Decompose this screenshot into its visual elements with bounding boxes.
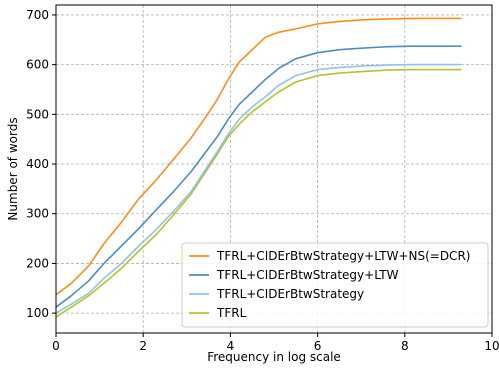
series-line	[55, 63, 462, 314]
y-axis-label: Number of words	[6, 117, 20, 220]
y-tick-label: 300	[26, 207, 49, 221]
series-line	[55, 68, 462, 318]
series-line	[55, 17, 462, 296]
y-tick-label: 500	[26, 107, 49, 121]
y-tick-label: 400	[26, 157, 49, 171]
plot-frame	[55, 4, 493, 334]
legend-label: TFRL+CIDErBtwStrategy+LTW	[216, 268, 399, 282]
x-tick-label: 8	[401, 339, 409, 353]
x-tick-label: 10	[484, 339, 499, 353]
y-tick-label: 700	[26, 8, 49, 22]
x-axis-label: Frequency in log scale	[207, 350, 341, 364]
plot-lines	[55, 17, 462, 318]
legend-label: TFRL	[216, 306, 247, 320]
legend-box	[181, 242, 489, 328]
legend: TFRL+CIDErBtwStrategy+LTW+NS(=DCR) TFRL+C…	[181, 242, 489, 328]
x-tick-label: 2	[139, 339, 147, 353]
x-tick-label: 0	[52, 339, 60, 353]
legend-label: TFRL+CIDErBtwStrategy+LTW+NS(=DCR)	[216, 249, 470, 263]
y-axis: 100 200 300 400 500 600 700	[26, 8, 56, 320]
y-tick-label: 600	[26, 58, 49, 72]
x-axis: 0 2 4 6 8 10	[52, 333, 499, 353]
y-tick-label: 100	[26, 306, 49, 320]
legend-label: TFRL+CIDErBtwStrategy	[216, 287, 364, 301]
series-line	[55, 45, 462, 308]
x-tick-label: 6	[314, 339, 322, 353]
y-tick-label: 200	[26, 256, 49, 270]
x-tick-label: 4	[227, 339, 235, 353]
